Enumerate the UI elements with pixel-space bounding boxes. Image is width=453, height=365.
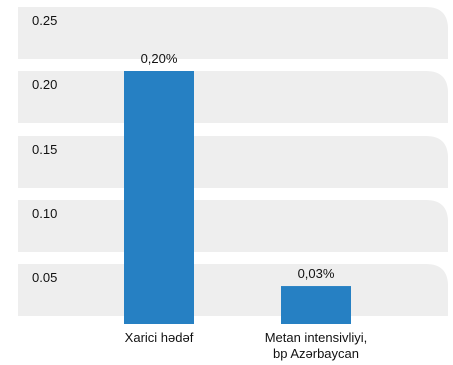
grid-band — [18, 7, 448, 59]
grid-band — [18, 136, 448, 188]
grid-bands — [18, 7, 448, 316]
y-tick-label: 0.15 — [32, 142, 57, 157]
bar — [281, 286, 351, 324]
y-tick-label: 0.05 — [32, 270, 57, 285]
data-labels: 0,20% 0,03% — [141, 51, 335, 281]
category-label: bp Azərbaycan — [273, 346, 359, 361]
bars — [124, 71, 351, 324]
grid-band — [18, 71, 448, 123]
category-label: Xarici hədəf — [125, 330, 194, 345]
x-axis-categories: Xarici hədəf Metan intensivliyi,bp Azərba… — [125, 330, 368, 361]
data-label: 0,20% — [141, 51, 178, 66]
grid-band — [18, 200, 448, 252]
y-tick-label: 0.10 — [32, 206, 57, 221]
y-tick-label: 0.20 — [32, 77, 57, 92]
category-label: Metan intensivliyi, — [265, 330, 368, 345]
bar — [124, 71, 194, 324]
y-axis-ticks: 0.25 0.20 0.15 0.10 0.05 — [32, 13, 57, 285]
y-tick-label: 0.25 — [32, 13, 57, 28]
data-label: 0,03% — [298, 266, 335, 281]
grid-band — [18, 264, 448, 316]
